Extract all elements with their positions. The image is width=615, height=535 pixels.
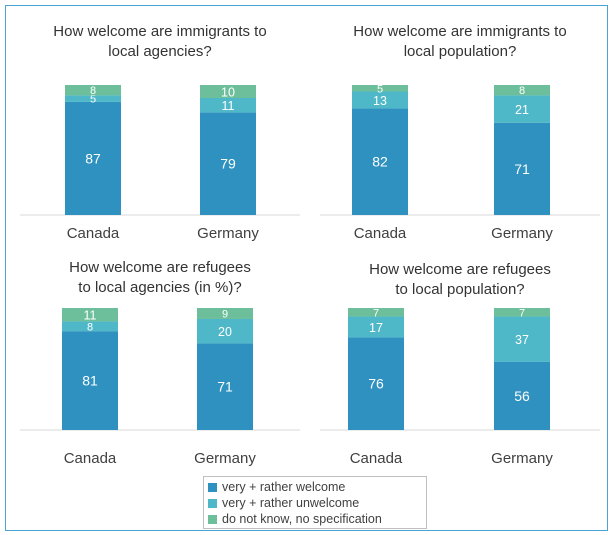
category-label: Germany: [491, 225, 553, 242]
bar-segment: [494, 361, 550, 430]
bar-segment: [200, 98, 256, 113]
chart-legend: very + rather welcome very + rather unwe…: [203, 476, 427, 529]
category-label: Germany: [194, 450, 256, 467]
legend-item-unwelcome: very + rather unwelcome: [208, 495, 422, 511]
data-label: 11: [84, 309, 97, 323]
bar-segment: [65, 101, 121, 215]
legend-swatch: [208, 514, 217, 524]
bar-segment: [62, 331, 118, 430]
data-label: 8: [519, 85, 525, 97]
bar-segment: [65, 95, 121, 102]
data-label: 13: [373, 94, 387, 108]
data-label: 7: [519, 307, 525, 319]
chart-title: How welcome are immigrants to local agenc…: [10, 22, 310, 62]
chart-title-text: How welcome are refugees to local populat…: [369, 261, 551, 298]
bar-segment: [352, 108, 408, 215]
chart-title-text: How welcome are immigrants to local agenc…: [53, 23, 267, 60]
legend-swatch: [208, 482, 217, 492]
data-label: 10: [221, 86, 235, 100]
bar-segment: [352, 91, 408, 109]
bar-segment: [494, 122, 550, 215]
data-label: 87: [85, 150, 101, 166]
data-label: 9: [222, 308, 228, 320]
chart-title: How welcome are immigrants to local popul…: [310, 22, 610, 62]
bar-segment: [348, 316, 404, 338]
category-label: Canada: [67, 225, 120, 242]
data-label: 20: [218, 325, 232, 339]
bar-segment: [200, 112, 256, 215]
data-label: 7: [373, 307, 379, 319]
bar-segment: [494, 308, 550, 317]
chart-immigrants-population: How welcome are immigrants to local popul…: [310, 10, 610, 250]
bar-segment: [200, 85, 256, 98]
chart-title: How welcome are refugees to local populat…: [310, 260, 610, 300]
bar-segment: [197, 343, 253, 430]
bar-segment: [348, 337, 404, 430]
legend-label: very + rather unwelcome: [222, 496, 360, 510]
chart-immigrants-agencies: How welcome are immigrants to local agenc…: [10, 10, 310, 250]
data-label: 11: [222, 99, 235, 113]
legend-item-unknown: do not know, no specification: [208, 511, 422, 527]
legend-label: very + rather welcome: [222, 480, 346, 494]
bar-segment: [494, 85, 550, 96]
data-label: 17: [369, 321, 383, 335]
legend-item-welcome: very + rather welcome: [208, 479, 422, 495]
data-label: 5: [377, 83, 383, 95]
data-label: 8: [87, 321, 93, 333]
legend-label: do not know, no specification: [222, 512, 382, 526]
bar-segment: [197, 308, 253, 319]
category-label: Canada: [350, 450, 403, 467]
chart-refugees-agencies: How welcome are refugees to local agencie…: [10, 250, 310, 475]
bar-segment: [348, 308, 404, 317]
data-label: 79: [220, 156, 236, 172]
bar-segment: [197, 318, 253, 344]
bar-segment: [62, 321, 118, 332]
category-label: Canada: [354, 225, 407, 242]
chart-title: How welcome are refugees to local agencie…: [10, 258, 310, 298]
chart-title-text: How welcome are refugees to local agencie…: [69, 259, 251, 296]
data-label: 21: [515, 103, 529, 117]
legend-swatch: [208, 498, 217, 508]
data-label: 81: [82, 373, 98, 389]
chart-svg: 81 811 Canada 71 20 9 Germany: [20, 308, 300, 467]
data-label: 5: [90, 94, 96, 106]
data-label: 8: [90, 85, 96, 97]
chart-svg: 76 17 7 Canada 56 37 7 Germany: [320, 307, 600, 467]
data-label: 56: [514, 388, 530, 404]
bar-segment: [352, 85, 408, 92]
data-label: 82: [372, 154, 388, 170]
data-label: 76: [368, 376, 384, 392]
data-label: 37: [515, 333, 529, 347]
bar-segment: [62, 308, 118, 322]
bar-segment: [494, 95, 550, 123]
data-label: 71: [217, 379, 233, 395]
chart-refugees-population: How welcome are refugees to local populat…: [310, 250, 610, 475]
category-label: Germany: [491, 450, 553, 467]
chart-svg: 82 135 Canada 71 21 8 Germany: [320, 83, 600, 242]
bar-segment: [494, 316, 550, 362]
category-label: Germany: [197, 225, 259, 242]
bar-segment: [65, 85, 121, 96]
category-label: Canada: [64, 450, 117, 467]
chart-title-text: How welcome are immigrants to local popul…: [353, 23, 567, 60]
data-label: 71: [514, 161, 530, 177]
